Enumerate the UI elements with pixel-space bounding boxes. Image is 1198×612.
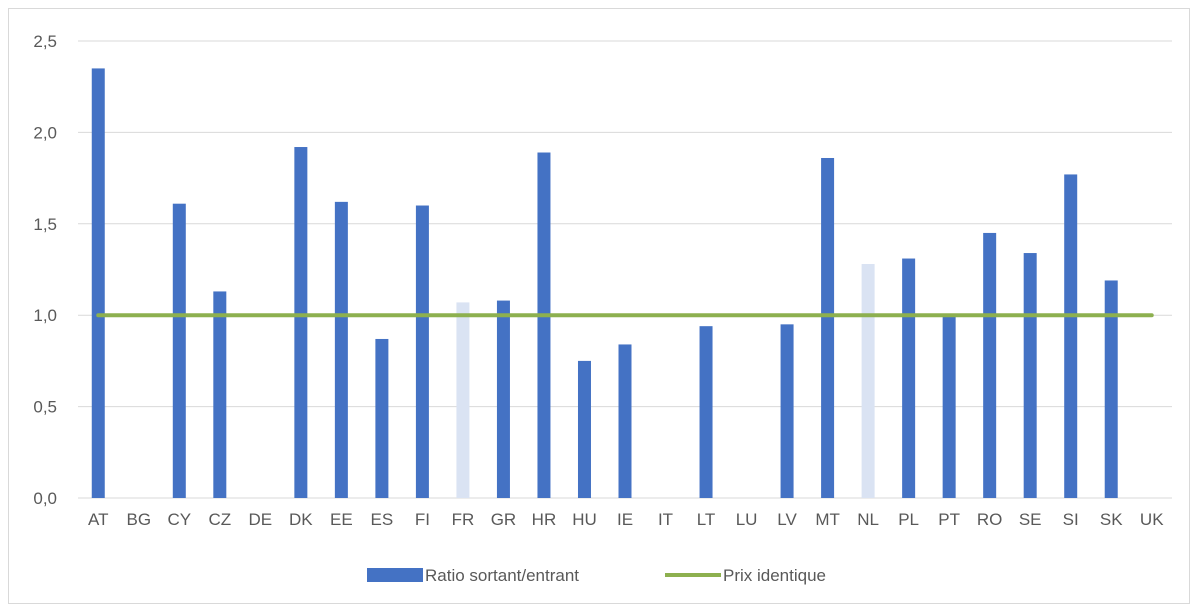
x-tick-label: NL	[857, 510, 879, 529]
bars	[91, 68, 1118, 499]
bar-sk	[1104, 280, 1118, 498]
bar-fr	[456, 302, 470, 498]
bar-hu	[577, 360, 591, 498]
x-tick-label: CY	[167, 510, 191, 529]
bar-ie	[618, 344, 632, 498]
x-tick-label: SI	[1063, 510, 1079, 529]
chart-frame: 0,0 0,5 1,0 1,5 2,0 2,5 AT BG CY CZ DE DK EE ES FI FR G…	[8, 8, 1190, 604]
x-tick-label: CZ	[208, 510, 231, 529]
y-tick-label: 0,5	[33, 398, 57, 417]
x-tick-label: SE	[1019, 510, 1042, 529]
x-tick-label: AT	[88, 510, 108, 529]
x-tick-label: FR	[452, 510, 475, 529]
x-tick-label: LV	[777, 510, 797, 529]
bar-pl	[902, 258, 916, 498]
y-tick-label: 2,5	[33, 32, 57, 51]
bar-si	[1064, 174, 1078, 498]
x-tick-label: SK	[1100, 510, 1123, 529]
bar-ee	[334, 201, 348, 498]
bar-gr	[496, 300, 510, 498]
bar-lt	[699, 326, 713, 498]
x-tick-label: EE	[330, 510, 353, 529]
bar-es	[375, 338, 389, 498]
x-tick-label: GR	[491, 510, 517, 529]
bar-hr	[537, 152, 551, 498]
bar-at	[91, 68, 105, 499]
bar-ro	[983, 232, 997, 498]
y-tick-label: 1,5	[33, 215, 57, 234]
x-tick-label: ES	[371, 510, 394, 529]
bar-nl	[861, 264, 875, 498]
x-tick-label: DE	[249, 510, 273, 529]
x-tick-label: FI	[415, 510, 430, 529]
bar-dk	[294, 147, 308, 499]
y-tick-label: 1,0	[33, 306, 57, 325]
x-tick-label: PT	[938, 510, 960, 529]
bar-lv	[780, 324, 794, 498]
bar-fi	[415, 205, 429, 498]
y-axis-tick-labels: 0,0 0,5 1,0 1,5 2,0 2,5	[33, 32, 57, 508]
x-tick-label: DK	[289, 510, 313, 529]
x-tick-label: IT	[658, 510, 673, 529]
bar-cz	[213, 291, 227, 498]
y-tick-label: 0,0	[33, 489, 57, 508]
bar-chart: 0,0 0,5 1,0 1,5 2,0 2,5 AT BG CY CZ DE DK EE ES FI FR G…	[33, 32, 1172, 585]
legend-label-ratio: Ratio sortant/entrant	[425, 566, 579, 585]
x-axis-tick-labels: AT BG CY CZ DE DK EE ES FI FR GR HR HU IE IT LT LU LV MT NL…	[88, 510, 1164, 529]
x-tick-label: LU	[736, 510, 758, 529]
x-tick-label: PL	[898, 510, 919, 529]
bar-mt	[821, 157, 835, 498]
x-tick-label: HR	[532, 510, 557, 529]
legend-swatch-ratio	[367, 568, 423, 582]
x-tick-label: MT	[815, 510, 840, 529]
bar-se	[1023, 253, 1037, 498]
x-tick-label: IE	[617, 510, 633, 529]
bar-pt	[942, 315, 956, 498]
x-tick-label: UK	[1140, 510, 1164, 529]
y-tick-label: 2,0	[33, 123, 57, 142]
x-tick-label: BG	[126, 510, 151, 529]
bar-cy	[172, 203, 186, 498]
legend-label-prix: Prix identique	[723, 566, 826, 585]
x-tick-label: HU	[572, 510, 597, 529]
x-tick-label: RO	[977, 510, 1003, 529]
legend: Ratio sortant/entrant Prix identique	[367, 566, 826, 585]
x-tick-label: LT	[697, 510, 716, 529]
